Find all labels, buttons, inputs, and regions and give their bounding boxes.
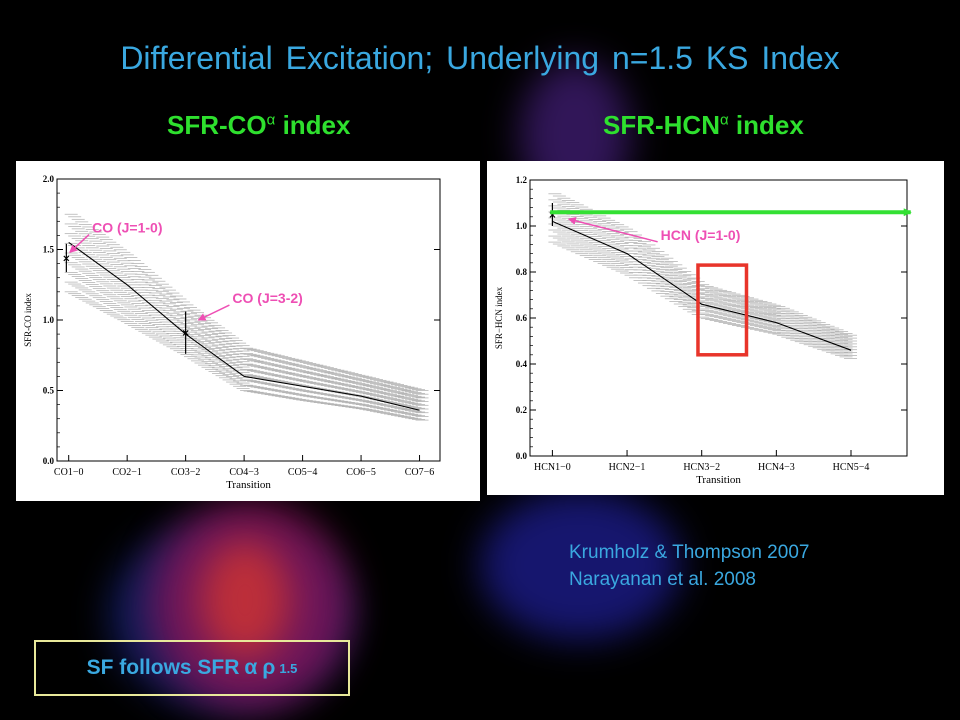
- y-tick-label: 1.2: [516, 175, 528, 185]
- y-tick-label: 1.0: [43, 315, 55, 325]
- x-tick-label: HCN4−3: [758, 462, 795, 473]
- y-tick-label: 0.6: [516, 313, 528, 323]
- series-line: [552, 220, 852, 351]
- x-tick-label: HCN2−1: [609, 462, 646, 473]
- sfr-hcn-chart: 0.0 0.2 0.4 0.6 0.8 1.0 1.2 HCN1−0 HCN2−1 HCN3−2 H…: [494, 175, 912, 486]
- right-panel-header: SFR-HCNα index: [603, 110, 804, 140]
- callout-arrow: [69, 234, 90, 253]
- x-tick-label: HCN1−0: [534, 462, 571, 473]
- references: Krumholz & Thompson 2007 Narayanan et al…: [569, 539, 809, 593]
- y-tick-label: 2.0: [43, 174, 55, 184]
- sfr-co-chart: 0.0 0.5 1.0 1.5 2.0 CO1−0 CO2−1 CO3−2 CO4−3 CO5−4…: [23, 174, 441, 491]
- x-tick-label: CO6−5: [346, 467, 376, 478]
- highlight-box: [696, 263, 749, 357]
- callout-arrow: [567, 216, 658, 243]
- series-line: [68, 242, 420, 411]
- sf-law-note-box: SF follows SFR α ρ 1.5: [34, 640, 350, 696]
- x-tick-label: CO2−1: [112, 467, 142, 478]
- y-tick-label: 0.4: [516, 359, 528, 369]
- x-tick-label: CO4−3: [229, 467, 259, 478]
- reference-1: Krumholz & Thompson 2007: [569, 542, 810, 563]
- note-rho-symbol: ρ: [262, 656, 276, 679]
- left-panel-header: SFR-COα index: [167, 110, 351, 140]
- x-tick-label: HCN5−4: [833, 462, 870, 473]
- y-tick-label: 0.2: [516, 405, 528, 415]
- reference-2: Narayanan et al. 2008: [569, 569, 756, 590]
- x-axis-label: Transition: [696, 474, 741, 486]
- data-point: ×: [62, 253, 70, 264]
- y-tick-label: 0.0: [516, 451, 528, 461]
- callout-label: HCN (J=1-0): [661, 227, 741, 243]
- callout-label: CO (J=3-2): [232, 290, 302, 306]
- note-proportional-symbol: α: [244, 656, 258, 679]
- x-tick-label: CO1−0: [54, 467, 84, 478]
- y-tick-label: 0.5: [43, 386, 55, 396]
- y-tick-label: 1.0: [516, 221, 528, 231]
- x-axis-label: Transition: [226, 479, 271, 491]
- note-exponent: 1.5: [279, 660, 298, 676]
- data-point: ×: [548, 210, 556, 221]
- y-tick-label: 0.0: [43, 456, 55, 466]
- x-tick-label: CO3−2: [171, 467, 201, 478]
- y-tick-label: 0.8: [516, 267, 528, 277]
- sfr-hcn-chart-panel: 0.0 0.2 0.4 0.6 0.8 1.0 1.2 HCN1−0 HCN2−1 HCN3−2 H…: [487, 161, 944, 495]
- y-axis-label: SFR-CO index: [23, 293, 33, 347]
- data-point: ×: [181, 328, 189, 339]
- slide-title: Differential Excitation; Underlying n=1.…: [120, 40, 840, 76]
- note-text: SF follows SFR: [86, 656, 240, 679]
- x-tick-label: CO7−6: [405, 467, 435, 478]
- callout-label: CO (J=1-0): [92, 220, 162, 236]
- y-tick-label: 1.5: [43, 245, 55, 255]
- y-axis-label: SFR−HCN index: [494, 286, 504, 349]
- x-tick-label: CO5−4: [288, 467, 318, 478]
- callout-arrow: [197, 304, 230, 321]
- sfr-co-chart-panel: 0.0 0.5 1.0 1.5 2.0 CO1−0 CO2−1 CO3−2 CO4−3 CO5−4…: [16, 161, 480, 501]
- x-tick-label: HCN3−2: [683, 462, 720, 473]
